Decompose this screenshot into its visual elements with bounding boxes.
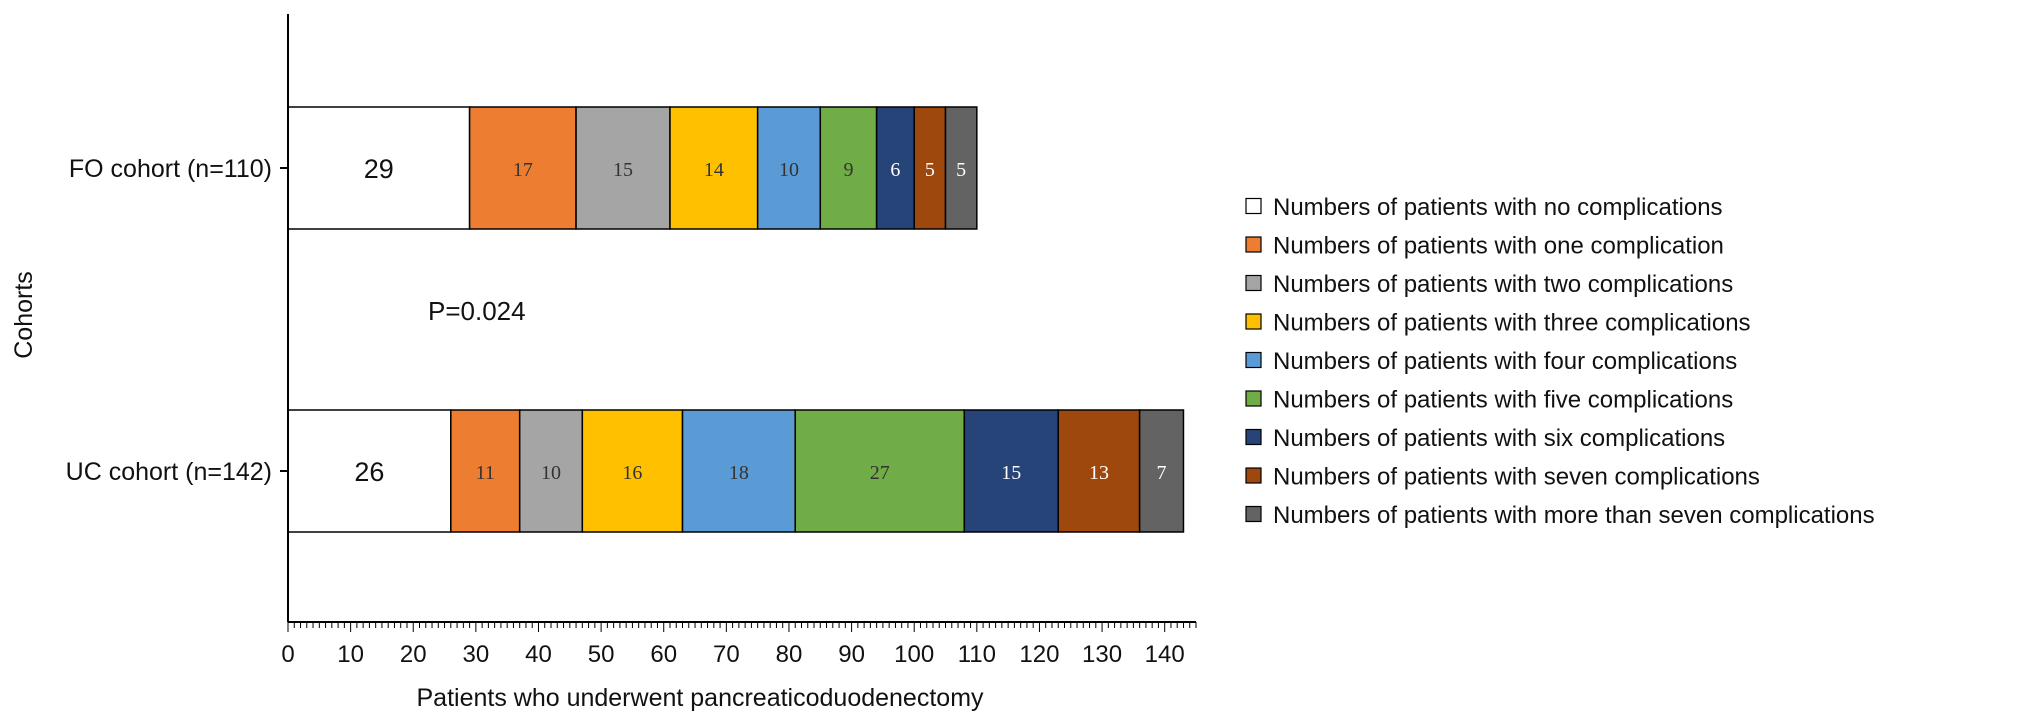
legend-swatch xyxy=(1245,390,1262,407)
bar-segment xyxy=(575,106,671,230)
legend-label: Numbers of patients with two complicatio… xyxy=(1273,271,1733,298)
bar-segment xyxy=(913,106,947,230)
x-tick-label: 50 xyxy=(588,641,615,668)
x-tick-label: 0 xyxy=(281,641,294,668)
legend-swatch xyxy=(1245,197,1262,215)
legend-label: Numbers of patients with more than seven… xyxy=(1273,502,1875,529)
bar-value-label: 17 xyxy=(513,159,533,181)
x-tick-label: 140 xyxy=(1145,641,1185,668)
bar-segment xyxy=(819,106,878,230)
legend-label: Numbers of patients with five complicati… xyxy=(1273,387,1733,414)
x-axis-title: Patients who underwent pancreaticoduoden… xyxy=(416,684,984,712)
bar-value-label: 16 xyxy=(622,462,642,484)
bar-segment xyxy=(681,409,796,533)
bar-value-label: 18 xyxy=(729,462,749,484)
y-axis-title: Cohorts xyxy=(10,271,38,359)
bar-value-label: 5 xyxy=(925,159,935,181)
bar-value-label: 26 xyxy=(354,457,384,487)
p-value-annotation: P=0.024 xyxy=(428,296,526,326)
bar-segment xyxy=(756,106,822,230)
bar-value-label: 14 xyxy=(704,159,724,181)
x-tick-label: 10 xyxy=(337,641,364,668)
bar-segment xyxy=(581,409,684,533)
x-tick-label: 70 xyxy=(713,641,740,668)
legend-label: Numbers of patients with seven complicat… xyxy=(1273,464,1760,491)
bar-segment xyxy=(468,106,577,230)
x-tick-label: 90 xyxy=(838,641,865,668)
legend-swatch xyxy=(1245,505,1262,523)
bars-layer: 29 17 15 14 10 9 6 5 5 26 11 10 16 18 27 15 13 7 xyxy=(287,106,1185,533)
x-tick-label: 130 xyxy=(1082,641,1122,668)
legend-label: Numbers of patients with one complicatio… xyxy=(1273,233,1724,260)
x-tick-label: 20 xyxy=(400,641,427,668)
bar-value-label: 6 xyxy=(890,159,900,181)
x-tick-label: 100 xyxy=(894,641,934,668)
bar-segment xyxy=(1138,409,1185,533)
x-tick-label: 80 xyxy=(776,641,803,668)
legend-swatch xyxy=(1245,428,1262,446)
bar-value-label: 7 xyxy=(1157,462,1167,484)
bar-value-label: 10 xyxy=(541,462,561,484)
bar-segment xyxy=(287,409,452,533)
legend-label: Numbers of patients with four complicati… xyxy=(1273,348,1737,375)
bar-value-label: 9 xyxy=(843,159,853,181)
bar-segment xyxy=(944,106,978,230)
y-tick-label: FO cohort (n=110) xyxy=(69,155,272,183)
bar-value-label: 5 xyxy=(956,159,966,181)
bar-value-label: 13 xyxy=(1089,462,1109,484)
x-tick-label: 30 xyxy=(463,641,490,668)
y-tick-label: UC cohort (n=142) xyxy=(66,458,272,486)
bar-segment xyxy=(518,409,584,533)
x-tick-label: 60 xyxy=(650,641,677,668)
x-tick-label: 120 xyxy=(1019,641,1059,668)
bar-segment xyxy=(963,409,1059,533)
bar-value-label: 15 xyxy=(613,159,633,181)
axes-layer: 0 10 20 30 40 50 60 70 80 90 100 110 120 130 140 FO coh… xyxy=(66,14,1197,668)
legend-label: Numbers of patients with three complicat… xyxy=(1273,310,1751,337)
x-tick-label: 40 xyxy=(525,641,552,668)
legend-label: Numbers of patients with six complicatio… xyxy=(1273,425,1725,452)
bar-segment xyxy=(875,106,915,230)
bar-value-label: 11 xyxy=(476,462,495,484)
bar-segment xyxy=(1057,409,1141,533)
legend-swatch xyxy=(1245,236,1262,253)
legend-label: Numbers of patients with no complication… xyxy=(1273,194,1723,221)
legend: Numbers of patients with no complication… xyxy=(1245,194,1875,529)
x-tick-label: 110 xyxy=(958,641,996,668)
bar-segment xyxy=(669,106,759,230)
bar-value-label: 29 xyxy=(364,154,394,184)
bar-segment xyxy=(287,106,471,230)
bar-value-label: 10 xyxy=(779,159,799,181)
legend-swatch xyxy=(1245,274,1262,292)
bar-value-label: 27 xyxy=(870,462,890,484)
bar-value-label: 15 xyxy=(1001,462,1021,484)
bar-segment xyxy=(794,409,966,533)
legend-swatch xyxy=(1245,313,1262,330)
legend-swatch xyxy=(1245,351,1262,369)
legend-swatch xyxy=(1245,467,1262,484)
